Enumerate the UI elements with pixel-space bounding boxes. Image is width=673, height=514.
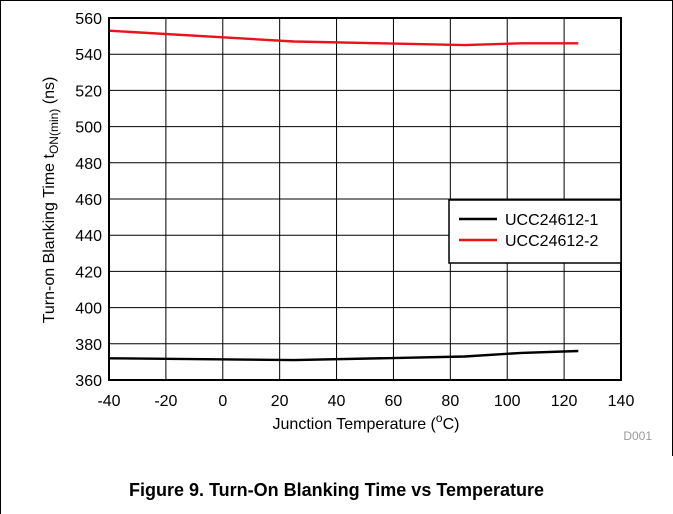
series-lines <box>108 29 579 362</box>
series-line-1 <box>108 349 579 362</box>
grid-lines <box>108 17 622 381</box>
y-tick-label: 380 <box>75 337 102 354</box>
y-tick-label: 400 <box>75 301 102 318</box>
series-line-2 <box>108 29 579 47</box>
y-tick-label: 540 <box>75 47 102 64</box>
x-tick-label: 0 <box>218 393 227 410</box>
x-tick-label: 40 <box>328 393 346 410</box>
x-tick-label: -20 <box>154 393 177 410</box>
legend-box <box>448 199 622 264</box>
y-axis-label: Turn-on Blanking Time tON(min) (ns) <box>41 77 61 324</box>
y-tick-labels: 360 380 400 420 440 460 480 500 520 540 560 <box>75 11 102 390</box>
y-tick-label: 420 <box>75 264 102 281</box>
plot-area-border <box>108 17 622 381</box>
x-tick-labels: -40 -20 0 20 40 60 80 100 120 140 <box>97 393 634 410</box>
y-tick-label: 500 <box>75 120 102 137</box>
x-tick-label: 140 <box>608 393 635 410</box>
x-tick-label: -40 <box>97 393 120 410</box>
frame-border-left <box>0 0 1 514</box>
frame-border-top <box>0 0 673 1</box>
y-tick-label: 360 <box>75 373 102 390</box>
legend: UCC24612-1 UCC24612-2 <box>448 199 622 264</box>
x-axis-label: Junction Temperature (oC) <box>273 411 460 433</box>
figure-id: D001 <box>623 429 652 443</box>
x-tick-label: 100 <box>494 393 521 410</box>
y-tick-label: 440 <box>75 228 102 245</box>
y-tick-label: 480 <box>75 156 102 173</box>
legend-label-1: UCC24612-1 <box>505 212 598 229</box>
y-tick-label: 460 <box>75 192 102 209</box>
y-tick-label: 520 <box>75 83 102 100</box>
y-tick-label: 560 <box>75 11 102 28</box>
x-tick-label: 120 <box>551 393 578 410</box>
x-tick-label: 60 <box>385 393 403 410</box>
figure-caption: Figure 9. Turn-On Blanking Time vs Tempe… <box>128 480 545 500</box>
x-tick-label: 80 <box>441 393 459 410</box>
legend-label-2: UCC24612-2 <box>505 233 598 250</box>
x-tick-label: 20 <box>271 393 289 410</box>
